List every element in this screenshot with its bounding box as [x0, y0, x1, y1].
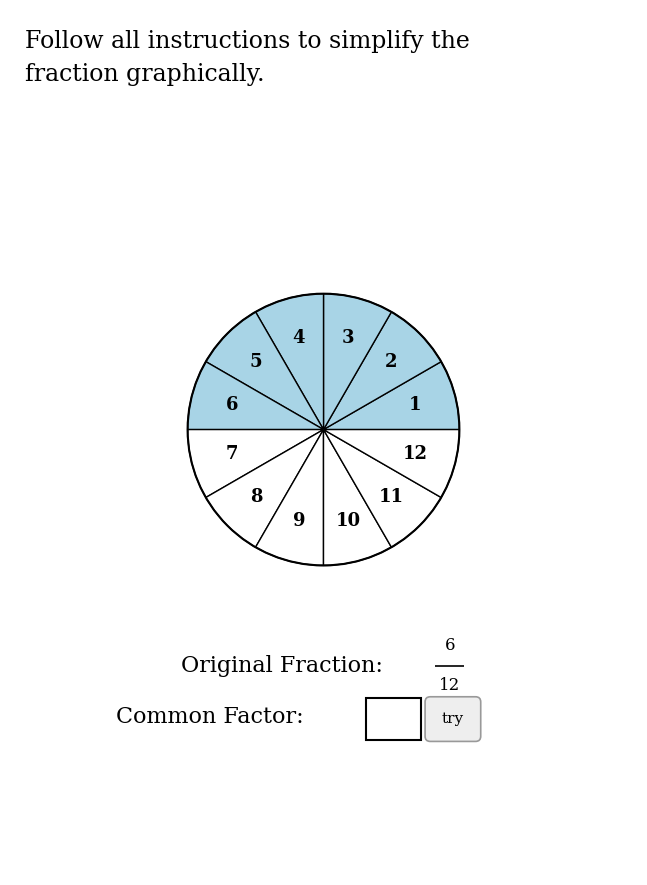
Text: 10: 10 [336, 512, 360, 530]
Wedge shape [324, 312, 441, 429]
Text: Follow all instructions to simplify the: Follow all instructions to simplify the [25, 30, 470, 53]
Text: Common Factor:: Common Factor: [116, 706, 304, 728]
Text: 12: 12 [439, 677, 460, 695]
Text: try: try [442, 712, 464, 726]
Text: 12: 12 [403, 445, 428, 463]
Text: 1: 1 [409, 396, 422, 414]
Wedge shape [188, 429, 324, 497]
Text: 3: 3 [342, 328, 355, 347]
Wedge shape [256, 294, 324, 429]
Text: 2: 2 [384, 353, 397, 372]
Text: 11: 11 [378, 488, 403, 506]
Text: 7: 7 [225, 445, 238, 463]
Wedge shape [188, 362, 324, 429]
Wedge shape [206, 312, 324, 429]
Wedge shape [324, 362, 459, 429]
Text: Original Fraction:: Original Fraction: [181, 655, 390, 677]
Text: 5: 5 [250, 353, 263, 372]
FancyBboxPatch shape [366, 698, 421, 740]
Wedge shape [256, 429, 324, 566]
Wedge shape [206, 429, 324, 547]
Text: 8: 8 [250, 488, 263, 506]
Wedge shape [324, 429, 391, 566]
FancyBboxPatch shape [425, 696, 481, 742]
Text: 4: 4 [292, 328, 305, 347]
Text: 6: 6 [225, 396, 238, 414]
Text: fraction graphically.: fraction graphically. [25, 63, 265, 86]
Wedge shape [324, 429, 441, 547]
Text: 6: 6 [444, 637, 455, 654]
Text: 9: 9 [292, 512, 305, 530]
Wedge shape [324, 294, 391, 429]
Wedge shape [324, 429, 459, 497]
